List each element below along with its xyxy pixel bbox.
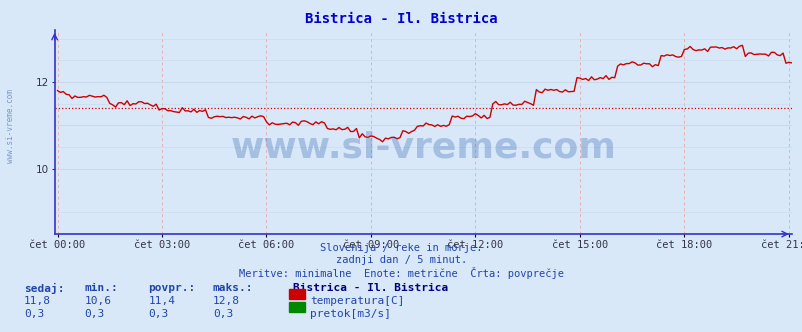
Text: 11,8: 11,8	[24, 296, 51, 306]
Text: 10,6: 10,6	[84, 296, 111, 306]
Text: temperatura[C]: temperatura[C]	[310, 296, 404, 306]
Text: 11,4: 11,4	[148, 296, 176, 306]
Text: sedaj:: sedaj:	[24, 283, 64, 294]
Text: pretok[m3/s]: pretok[m3/s]	[310, 309, 391, 319]
Text: zadnji dan / 5 minut.: zadnji dan / 5 minut.	[335, 255, 467, 265]
Text: Meritve: minimalne  Enote: metrične  Črta: povprečje: Meritve: minimalne Enote: metrične Črta:…	[239, 267, 563, 279]
Text: min.:: min.:	[84, 283, 118, 293]
Text: Bistrica - Il. Bistrica: Bistrica - Il. Bistrica	[305, 12, 497, 26]
Text: 0,3: 0,3	[84, 309, 104, 319]
Text: www.si-vreme.com: www.si-vreme.com	[6, 89, 15, 163]
Text: 0,3: 0,3	[148, 309, 168, 319]
Text: 0,3: 0,3	[213, 309, 233, 319]
Text: 0,3: 0,3	[24, 309, 44, 319]
Text: Bistrica - Il. Bistrica: Bistrica - Il. Bistrica	[293, 283, 448, 293]
Text: www.si-vreme.com: www.si-vreme.com	[231, 131, 616, 165]
Text: maks.:: maks.:	[213, 283, 253, 293]
Text: 12,8: 12,8	[213, 296, 240, 306]
Text: povpr.:: povpr.:	[148, 283, 196, 293]
Text: Slovenija / reke in morje.: Slovenija / reke in morje.	[320, 243, 482, 253]
